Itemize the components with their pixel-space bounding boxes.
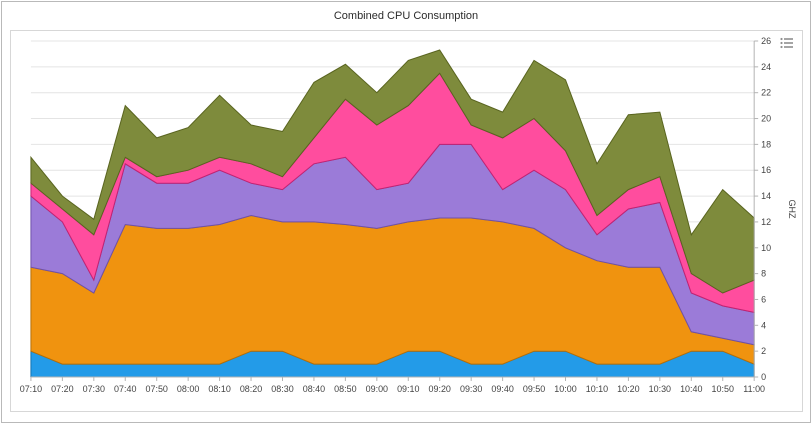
y-tick-label: 22	[761, 88, 771, 98]
menu-icon	[780, 37, 793, 49]
x-tick-label: 08:50	[334, 384, 356, 394]
y-tick-label: 18	[761, 139, 771, 149]
chart-title: Combined CPU Consumption	[333, 10, 479, 22]
y-tick-label: 16	[761, 165, 771, 175]
x-tick-label: 08:40	[303, 384, 325, 394]
x-tick-label: 07:30	[83, 384, 105, 394]
y-tick-label: 20	[761, 114, 771, 124]
y-tick-label: 2	[761, 346, 766, 356]
export-menu-button[interactable]	[778, 34, 798, 52]
x-tick-label: 07:10	[20, 384, 42, 394]
x-tick-label: 08:00	[177, 384, 199, 394]
x-tick-label: 09:00	[366, 384, 388, 394]
y-axis-title: GHZ	[787, 200, 797, 219]
x-tick-label: 10:20	[617, 384, 639, 394]
x-tick-label: 10:10	[586, 384, 608, 394]
x-tick-label: 08:20	[240, 384, 262, 394]
x-tick-label: 09:50	[523, 384, 545, 394]
x-tick-label: 07:40	[114, 384, 136, 394]
y-tick-label: 4	[761, 320, 766, 330]
y-tick-label: 8	[761, 269, 766, 279]
y-tick-label: 12	[761, 217, 771, 227]
y-tick-label: 26	[761, 36, 771, 46]
x-tick-label: 07:20	[51, 384, 73, 394]
x-tick-label: 11:00	[743, 384, 765, 394]
x-tick-label: 08:30	[271, 384, 293, 394]
chart-plot-container: 0 2 4 6 8 10 12 14 16 18 20 22 24 26 07:10 07:20 07:30 07…	[10, 30, 803, 412]
x-tick-label: 10:30	[649, 384, 671, 394]
y-tick-label: 6	[761, 294, 766, 304]
x-tick-label: 09:40	[491, 384, 513, 394]
x-tick-label: 09:10	[397, 384, 419, 394]
y-tick-label: 10	[761, 243, 771, 253]
y-tick-label: 24	[761, 62, 771, 72]
x-tick-label: 10:50	[712, 384, 734, 394]
x-tick-label: 09:30	[460, 384, 482, 394]
x-tick-label: 07:50	[146, 384, 168, 394]
x-tick-label: 10:00	[554, 384, 576, 394]
x-tick-label: 10:40	[680, 384, 702, 394]
x-tick-label: 09:20	[429, 384, 451, 394]
y-tick-label: 14	[761, 191, 771, 201]
x-tick-label: 08:10	[208, 384, 230, 394]
y-tick-label: 0	[761, 372, 766, 382]
